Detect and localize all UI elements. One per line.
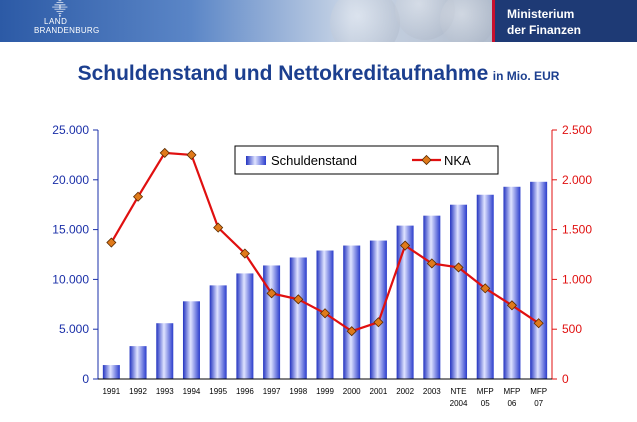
x-axis-category-label: 06 — [507, 399, 516, 408]
right-axis-tick-label: 2.500 — [562, 123, 592, 137]
bar-schuldenstand — [182, 301, 200, 379]
bar-schuldenstand — [530, 181, 548, 379]
logo-text-land: LAND — [44, 17, 68, 26]
eagle-icon: ⸎ — [52, 0, 68, 17]
bar-schuldenstand — [503, 186, 521, 379]
x-axis-category-label: 1999 — [316, 387, 334, 396]
x-axis-category-label: 2003 — [423, 387, 441, 396]
left-axis-tick-label: 15.000 — [52, 223, 89, 237]
bar-schuldenstand — [369, 240, 387, 379]
nka-point — [506, 300, 518, 311]
right-axis-tick-label: 0 — [562, 372, 569, 386]
bar-schuldenstand — [236, 273, 254, 379]
x-axis-category-label: 1996 — [236, 387, 254, 396]
nka-point — [426, 258, 437, 269]
nka-point — [319, 308, 331, 319]
x-axis-category-label: 1994 — [183, 387, 201, 396]
right-axis-tick-label: 1.500 — [562, 223, 592, 237]
ministry-label: Ministerium der Finanzen — [492, 0, 637, 42]
x-axis-category-label: MFP — [530, 387, 547, 396]
coin-decoration — [440, 0, 495, 42]
left-axis-tick-label: 0 — [82, 372, 89, 386]
x-axis-category-label: 1998 — [289, 387, 307, 396]
bar-schuldenstand — [209, 285, 227, 379]
logo-text-brandenburg: BRANDENBURG — [34, 26, 100, 35]
left-axis-tick-label: 20.000 — [52, 173, 89, 187]
nka-point — [453, 262, 464, 273]
nka-point — [106, 237, 117, 248]
nka-point — [480, 283, 491, 294]
left-axis-tick-label: 5.000 — [59, 322, 89, 336]
x-axis-category-label: MFP — [477, 387, 494, 396]
bar-schuldenstand — [423, 215, 441, 379]
x-axis-category-label: 2004 — [450, 399, 468, 408]
header-banner: ⸎ LAND BRANDENBURG Ministerium der Finan… — [0, 0, 637, 42]
right-axis-tick-label: 1.000 — [562, 272, 592, 286]
nka-point — [373, 317, 384, 328]
x-axis-category-label: MFP — [503, 387, 520, 396]
bar-schuldenstand — [289, 257, 307, 379]
bar-schuldenstand — [102, 365, 120, 379]
ministry-line-2: der Finanzen — [507, 23, 582, 37]
legend-label-nka: NKA — [444, 153, 471, 168]
bar-schuldenstand — [156, 323, 174, 379]
bar-schuldenstand — [343, 245, 361, 379]
bar-schuldenstand — [450, 204, 468, 379]
nka-point — [266, 288, 277, 299]
bar-schuldenstand — [129, 346, 147, 379]
chart-title: Schuldenstand und Nettokreditaufnahme in… — [0, 62, 637, 86]
nka-point — [239, 248, 250, 259]
bar-schuldenstand — [396, 225, 414, 379]
land-brandenburg-logo: ⸎ LAND BRANDENBURG — [34, 0, 104, 40]
nka-point — [533, 318, 544, 329]
nka-point — [346, 326, 357, 337]
legend-swatch-nka-marker — [421, 154, 432, 166]
x-axis-category-label: 1993 — [156, 387, 174, 396]
nka-point — [159, 147, 170, 158]
nka-point — [293, 294, 304, 305]
left-axis-tick-label: 25.000 — [52, 123, 89, 137]
x-axis-category-label: 05 — [481, 399, 490, 408]
x-axis-category-label: 2001 — [370, 387, 388, 396]
right-axis-tick-label: 500 — [562, 322, 582, 336]
legend-box — [234, 145, 499, 175]
x-axis-category-label: 2002 — [396, 387, 414, 396]
x-axis-category-label: NTE — [451, 387, 467, 396]
x-axis-category-label: 2000 — [343, 387, 361, 396]
left-axis-tick-label: 10.000 — [52, 272, 89, 286]
x-axis-category-label: 07 — [534, 399, 543, 408]
nka-point — [400, 240, 411, 251]
chart-title-main: Schuldenstand und Nettokreditaufnahme — [77, 62, 489, 85]
legend-swatch-schuldenstand — [246, 156, 266, 165]
x-axis-category-label: 1992 — [129, 387, 147, 396]
nka-point — [213, 222, 224, 233]
ministry-line-1: Ministerium — [507, 7, 575, 21]
legend-label-schuldenstand: Schuldenstand — [271, 153, 357, 168]
x-axis-category-label: 1991 — [102, 387, 120, 396]
x-axis-category-label: 1995 — [209, 387, 227, 396]
nka-point — [132, 191, 144, 202]
x-axis-category-label: 1997 — [263, 387, 281, 396]
bar-schuldenstand — [263, 265, 281, 379]
nka-point — [186, 149, 197, 160]
chart-title-unit: in Mio. EUR — [492, 69, 560, 83]
coin-decoration — [330, 0, 400, 42]
right-axis-tick-label: 2.000 — [562, 173, 592, 187]
